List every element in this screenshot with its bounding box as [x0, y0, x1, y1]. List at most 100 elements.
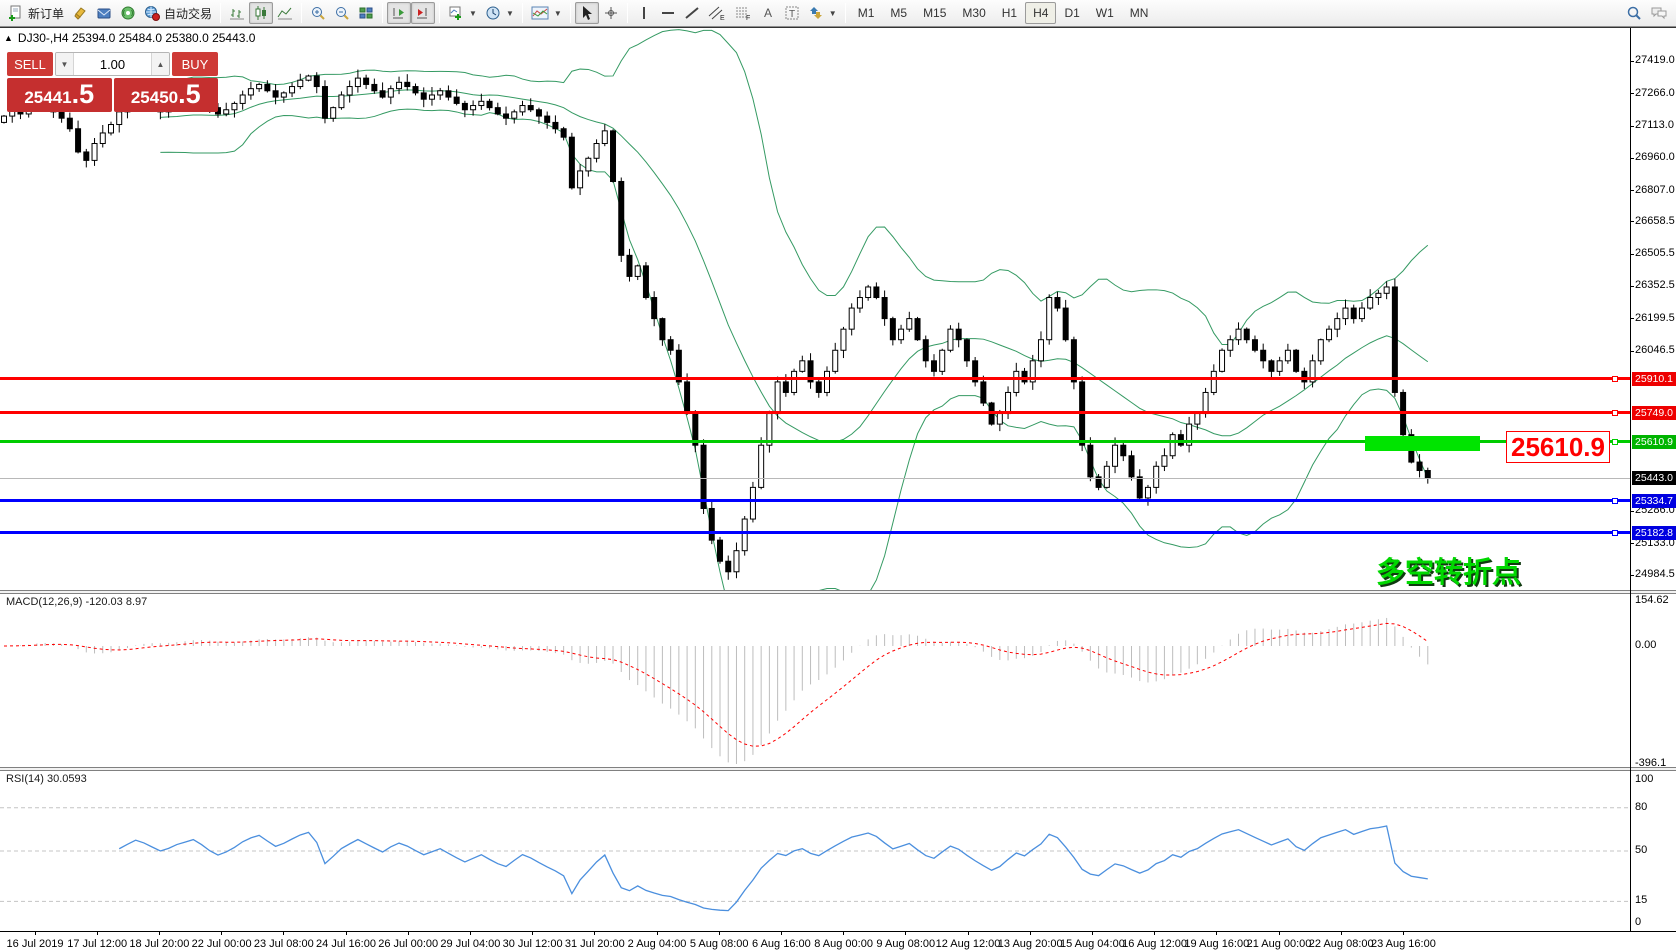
candle-body [791, 370, 798, 393]
zoom-out-icon [336, 7, 349, 20]
toolbar-separator [301, 3, 303, 23]
equidistant-channel-button[interactable]: E [704, 2, 730, 24]
price-level-line[interactable] [0, 411, 1630, 414]
price-level-line[interactable] [0, 531, 1630, 534]
chart-window[interactable]: ▲ DJ30-,H4 25394.0 25484.0 25380.0 25443… [0, 27, 1676, 951]
line-chart-button[interactable] [273, 2, 297, 24]
price-level-line[interactable] [0, 440, 1630, 443]
timeframe-button-m30[interactable]: M30 [962, 6, 986, 20]
candle-body [865, 286, 872, 299]
time-axis-label: 2 Aug 04:00 [627, 938, 687, 950]
arrows-button[interactable]: ▼ [804, 2, 841, 24]
candle-body [486, 100, 493, 109]
candle-body [758, 444, 765, 488]
candle-body [980, 381, 987, 404]
autotrade-button[interactable]: 自动交易 [140, 2, 216, 24]
text-icon: A [764, 6, 772, 20]
lot-increase-button[interactable]: ▲ [151, 53, 169, 75]
macd-signal-line [3, 622, 1429, 747]
macd-pane-canvas[interactable] [0, 594, 1630, 767]
autoscroll-button[interactable] [387, 2, 412, 24]
candle-body [1087, 444, 1094, 478]
candle-body [338, 94, 345, 109]
level-price-callout[interactable]: 25610.9 [1506, 431, 1610, 463]
candle-body [428, 94, 435, 100]
timeframe-button-d1[interactable]: D1 [1064, 6, 1080, 20]
highlight-rect[interactable] [1365, 436, 1480, 451]
line-drag-handle[interactable] [1612, 530, 1618, 536]
price-axis-label: 24984.5 [1635, 568, 1675, 581]
lot-decrease-button[interactable]: ▼ [56, 53, 74, 75]
time-axis-tick [1092, 932, 1093, 935]
tile-windows-button[interactable] [354, 2, 378, 24]
chat-button[interactable] [1646, 2, 1672, 24]
time-axis-label: 23 Aug 16:00 [1370, 938, 1436, 950]
text-label-button[interactable]: T [780, 2, 804, 24]
candle-body [684, 381, 691, 415]
candle-body [289, 86, 296, 94]
time-axis-label: 9 Aug 08:00 [876, 938, 936, 950]
trendline-button[interactable] [680, 2, 704, 24]
zoom-out-button[interactable] [330, 2, 354, 24]
timeframe-button-m5[interactable]: M5 [890, 6, 908, 20]
timeframe-button-w1[interactable]: W1 [1095, 6, 1114, 20]
lot-value[interactable]: 1.00 [99, 56, 126, 72]
text-button[interactable]: A [756, 2, 780, 24]
line-drag-handle[interactable] [1612, 498, 1618, 504]
chart-shift-button[interactable] [411, 2, 436, 24]
eraser-button[interactable] [68, 2, 92, 24]
timeframe-button-m15[interactable]: M15 [923, 6, 947, 20]
timeframe-button-mn[interactable]: MN [1129, 6, 1149, 20]
mail-button[interactable] [92, 2, 116, 24]
bar-chart-button[interactable] [225, 2, 249, 24]
candle-body [610, 130, 617, 182]
cursor-button[interactable] [574, 2, 599, 24]
candle-body [1103, 465, 1110, 488]
sell-button[interactable]: SELL [7, 52, 53, 76]
time-axis[interactable]: 16 Jul 2019 17 Jul 12:00 18 Jul 20:00 22 Ju… [0, 931, 1676, 951]
candle-body [1120, 444, 1127, 457]
line-drag-handle[interactable] [1612, 410, 1618, 416]
zoom-in-button[interactable] [306, 2, 330, 24]
price-axis-tick [1630, 543, 1634, 544]
buy-price-button[interactable]: 25450.5 [113, 78, 218, 112]
rsi-pane-canvas[interactable] [0, 771, 1630, 931]
horizontal-line-button[interactable] [656, 2, 680, 24]
price-axis-badge: 25910.1 [1632, 372, 1676, 386]
vertical-line-button[interactable] [632, 2, 656, 24]
buy-button[interactable]: BUY [172, 52, 218, 76]
timeframe-button-h1[interactable]: H1 [1001, 6, 1018, 20]
candlestick-chart-button[interactable] [249, 2, 274, 24]
price-level-line[interactable] [0, 499, 1630, 502]
indicators-button[interactable]: ▼ [527, 2, 566, 24]
new-chart-button[interactable]: ▼ [444, 2, 481, 24]
bollinger-upper-band [160, 29, 1429, 345]
timeframe-button-m1[interactable]: M1 [857, 6, 875, 20]
line-drag-handle[interactable] [1612, 376, 1618, 382]
price-level-line[interactable] [0, 377, 1630, 380]
toolbar-separator [626, 3, 628, 23]
time-axis-label: 8 Aug 00:00 [814, 938, 873, 950]
price-axis-label: 26960.0 [1635, 151, 1675, 164]
pane-splitter[interactable] [0, 590, 1676, 594]
candle-body [898, 328, 905, 341]
fibonacci-button[interactable]: F [730, 2, 756, 24]
timeframe-button-h4[interactable]: H4 [1025, 2, 1057, 24]
chart-title: ▲ DJ30-,H4 25394.0 25484.0 25380.0 25443… [4, 31, 255, 45]
sell-price-button[interactable]: 25441.5 [7, 78, 112, 112]
line-drag-handle[interactable] [1612, 439, 1618, 445]
candle-body [83, 151, 90, 161]
candle-body [848, 307, 855, 330]
dropdown-caret-icon: ▼ [828, 8, 837, 18]
candle-body [906, 318, 913, 330]
bollinger-lower-band [160, 108, 1429, 591]
crosshair-button[interactable] [599, 2, 623, 24]
new-order-button[interactable]: 新订单 [4, 2, 68, 24]
period-button[interactable]: ▼ [481, 2, 518, 24]
candle-body [799, 360, 806, 372]
crosshair-icon [604, 7, 617, 19]
broadcast-button[interactable] [116, 2, 140, 24]
search-button[interactable] [1622, 2, 1646, 24]
pane-splitter[interactable] [0, 767, 1676, 771]
price-pane-canvas[interactable] [0, 28, 1630, 591]
